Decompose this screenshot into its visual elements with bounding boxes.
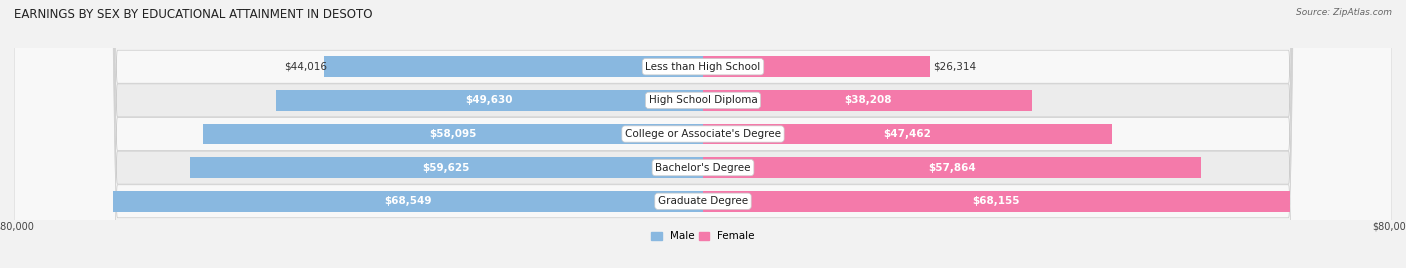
FancyBboxPatch shape <box>14 0 1392 268</box>
Bar <box>202 124 703 144</box>
Bar <box>323 56 703 77</box>
Text: $47,462: $47,462 <box>883 129 931 139</box>
Text: Less than High School: Less than High School <box>645 62 761 72</box>
Text: $26,314: $26,314 <box>934 62 976 72</box>
Text: Bachelor's Degree: Bachelor's Degree <box>655 163 751 173</box>
Text: High School Diploma: High School Diploma <box>648 95 758 105</box>
Text: Graduate Degree: Graduate Degree <box>658 196 748 206</box>
Text: $68,549: $68,549 <box>384 196 432 206</box>
Text: EARNINGS BY SEX BY EDUCATIONAL ATTAINMENT IN DESOTO: EARNINGS BY SEX BY EDUCATIONAL ATTAINMEN… <box>14 8 373 21</box>
Text: $57,864: $57,864 <box>928 163 976 173</box>
Text: $59,625: $59,625 <box>423 163 470 173</box>
FancyBboxPatch shape <box>14 0 1392 268</box>
Bar <box>190 157 703 178</box>
Text: College or Associate's Degree: College or Associate's Degree <box>626 129 780 139</box>
Bar <box>703 90 1032 111</box>
Text: $49,630: $49,630 <box>465 95 513 105</box>
FancyBboxPatch shape <box>14 0 1392 268</box>
Bar <box>276 90 703 111</box>
Text: Source: ZipAtlas.com: Source: ZipAtlas.com <box>1296 8 1392 17</box>
Bar <box>112 191 703 212</box>
FancyBboxPatch shape <box>14 0 1392 268</box>
Bar <box>703 157 1201 178</box>
Bar <box>703 56 929 77</box>
Text: $38,208: $38,208 <box>844 95 891 105</box>
Text: $58,095: $58,095 <box>429 129 477 139</box>
Text: $68,155: $68,155 <box>973 196 1021 206</box>
Text: $44,016: $44,016 <box>284 62 328 72</box>
Bar <box>703 124 1112 144</box>
FancyBboxPatch shape <box>14 0 1392 268</box>
Legend: Male, Female: Male, Female <box>647 227 759 245</box>
Bar <box>703 191 1289 212</box>
